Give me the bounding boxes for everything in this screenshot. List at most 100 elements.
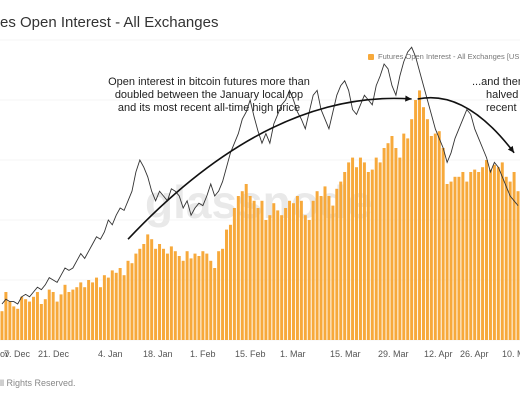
bar xyxy=(370,169,374,340)
bar xyxy=(327,196,331,340)
bar xyxy=(414,100,418,340)
bar xyxy=(71,289,75,340)
bar xyxy=(319,196,323,340)
arrow-head xyxy=(405,95,412,102)
bar xyxy=(256,208,260,340)
bar xyxy=(410,119,414,340)
bar xyxy=(362,162,366,340)
x-tick-label: 29. Mar xyxy=(378,349,409,359)
bar xyxy=(106,277,110,340)
bar xyxy=(508,181,512,340)
bar xyxy=(0,311,4,340)
bar xyxy=(130,263,134,340)
annotation-left-line-1: Open interest in bitcoin futures more th… xyxy=(108,76,310,88)
annotation-left-line-3: and its most recent all-time high price xyxy=(117,102,301,114)
bar xyxy=(16,308,20,340)
x-axis: ov7. Dec 21. Dec 4. Jan 18. Jan 1. Feb 15. Fe… xyxy=(0,349,520,359)
bar xyxy=(154,248,158,340)
bar xyxy=(299,200,303,340)
bar xyxy=(437,131,441,340)
bar xyxy=(28,301,32,340)
bar xyxy=(83,287,87,340)
bar xyxy=(402,133,406,340)
bar xyxy=(8,301,12,340)
bar xyxy=(12,306,16,340)
bar xyxy=(95,277,99,340)
bar xyxy=(386,143,390,340)
bar xyxy=(51,292,55,340)
bar xyxy=(79,282,83,340)
bar xyxy=(390,136,394,340)
bar xyxy=(24,299,28,340)
bar xyxy=(291,203,295,340)
bar xyxy=(394,148,398,340)
x-tick-label: 7. Dec xyxy=(4,349,31,359)
bar xyxy=(351,157,355,340)
bar xyxy=(260,200,264,340)
bar xyxy=(146,234,150,340)
annotation-arrow xyxy=(127,97,412,240)
bar xyxy=(276,210,280,340)
bar xyxy=(209,260,213,340)
bar xyxy=(47,289,51,340)
bar xyxy=(201,251,205,340)
bar xyxy=(280,215,284,340)
bar xyxy=(441,148,445,340)
bar xyxy=(161,248,165,340)
bar xyxy=(91,282,95,340)
bar xyxy=(453,176,457,340)
bar xyxy=(114,272,118,340)
bar xyxy=(366,172,370,340)
bar xyxy=(421,107,425,340)
bar xyxy=(122,275,126,340)
bar xyxy=(445,184,449,340)
bar xyxy=(205,253,209,340)
legend-swatch xyxy=(368,53,374,60)
bar xyxy=(496,167,500,340)
bar xyxy=(382,148,386,340)
x-tick-label: 15. Feb xyxy=(235,349,266,359)
bar xyxy=(343,172,347,340)
bar xyxy=(4,292,8,340)
annotation-right-line-3: recent xyxy=(486,102,517,114)
bar xyxy=(63,284,67,340)
bar xyxy=(311,200,315,340)
legend[interactable]: Futures Open Interest - All Exchanges [U… xyxy=(368,52,520,61)
bar xyxy=(55,301,59,340)
bar xyxy=(193,253,197,340)
bar xyxy=(288,200,292,340)
bar xyxy=(323,186,327,340)
bar xyxy=(75,287,79,340)
bar xyxy=(406,138,410,340)
bar xyxy=(228,224,232,340)
x-tick-label: 18. Jan xyxy=(143,349,173,359)
bar xyxy=(481,167,485,340)
bar xyxy=(418,90,422,341)
bar xyxy=(87,280,91,340)
bar xyxy=(347,162,351,340)
x-tick-label: ov xyxy=(0,349,10,359)
legend-label: Futures Open Interest - All Exchanges [U… xyxy=(378,52,520,61)
bar xyxy=(173,251,177,340)
bar xyxy=(268,215,272,340)
x-tick-label: 10. May xyxy=(502,349,520,359)
bar xyxy=(35,292,39,340)
bar xyxy=(213,268,217,340)
bar xyxy=(429,136,433,340)
x-tick-label: 21. Dec xyxy=(38,349,70,359)
bar xyxy=(295,196,299,340)
price-line xyxy=(1,46,519,305)
bar xyxy=(477,172,481,340)
bar xyxy=(425,119,429,340)
bar xyxy=(142,244,146,340)
bar xyxy=(236,196,240,340)
bar xyxy=(217,251,221,340)
annotation-right-line-1: ...and then xyxy=(472,76,520,88)
bar xyxy=(264,220,268,340)
bar xyxy=(473,169,477,340)
bar xyxy=(158,244,162,340)
bar xyxy=(110,270,114,340)
bar xyxy=(335,188,339,340)
bar xyxy=(465,181,469,340)
